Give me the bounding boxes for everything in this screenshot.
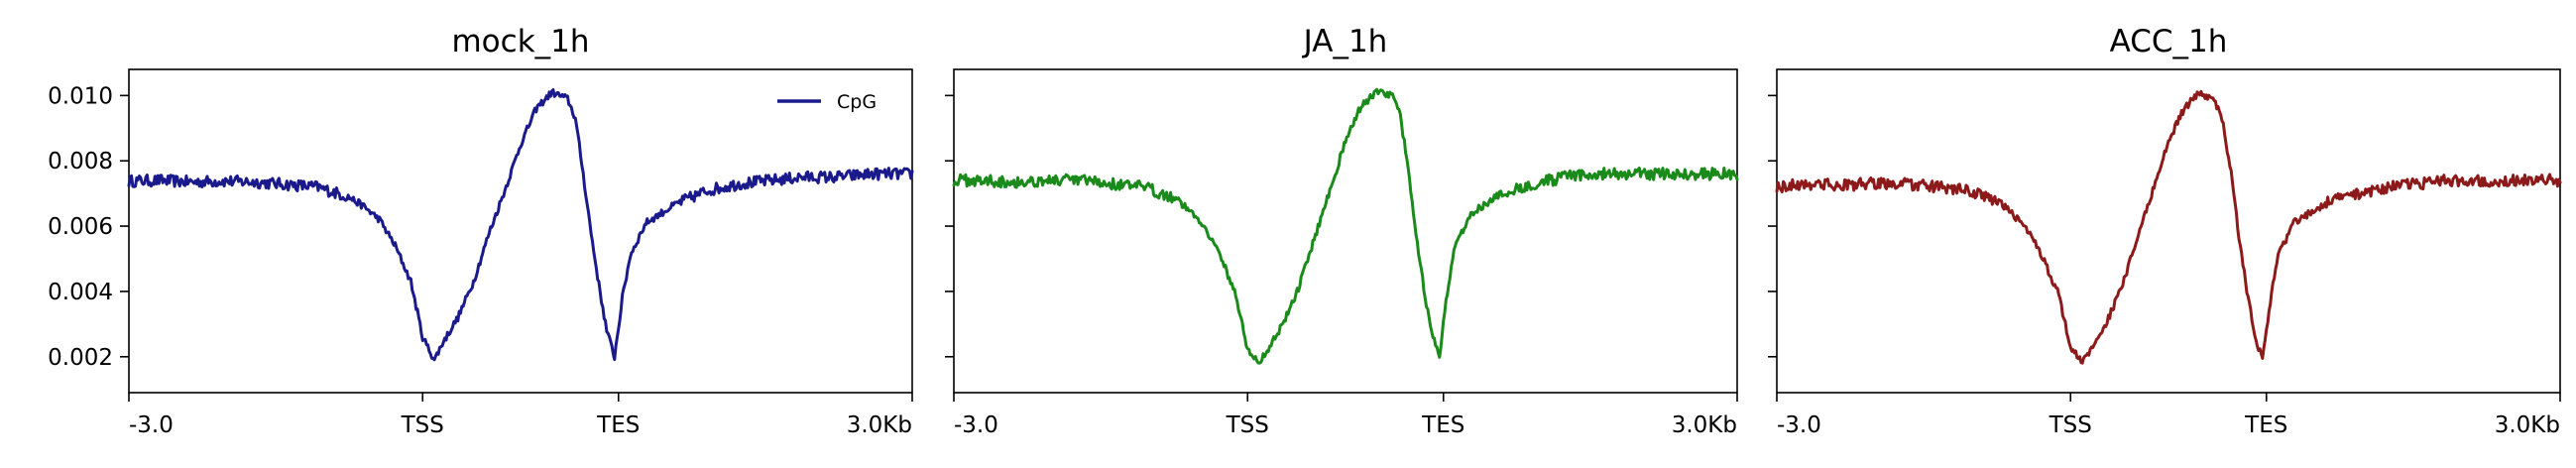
series-line bbox=[952, 87, 1739, 365]
plot-frame bbox=[953, 68, 1738, 394]
y-tick-label: 0.010 bbox=[48, 83, 113, 109]
x-tick-label: 3.0Kb bbox=[847, 412, 912, 438]
x-tick-label: -3.0 bbox=[954, 412, 998, 438]
x-tick-label: TES bbox=[1421, 412, 1464, 438]
plot-frame bbox=[1776, 68, 2561, 394]
x-tick-label: -3.0 bbox=[129, 412, 174, 438]
x-tick-label: -3.0 bbox=[1777, 412, 1821, 438]
y-tick-label: 0.002 bbox=[48, 345, 113, 371]
series-line bbox=[1775, 89, 2562, 365]
panels: mock_1h 0.010 0.008 0.006 0.004 0.002 -3.0 TSS T… bbox=[48, 24, 2562, 438]
series-line bbox=[127, 88, 914, 362]
x-tick-label: TSS bbox=[401, 412, 444, 438]
y-tick-label: 0.004 bbox=[48, 280, 113, 305]
y-tick-label: 0.008 bbox=[48, 149, 113, 175]
plot-frame bbox=[128, 68, 913, 394]
panel-title: mock_1h bbox=[451, 24, 589, 59]
x-tick-label: TSS bbox=[1226, 412, 1269, 438]
y-tick-label: 0.006 bbox=[48, 214, 113, 240]
panel-3: ACC_1h -3.0 TSS TES 3.0Kb bbox=[1768, 24, 2562, 438]
x-tick-label: TES bbox=[2244, 412, 2287, 438]
panel-1: mock_1h 0.010 0.008 0.006 0.004 0.002 -3.0 TSS T… bbox=[48, 24, 914, 438]
legend-label: CpG bbox=[837, 91, 877, 113]
x-tick-label: TSS bbox=[2049, 412, 2092, 438]
x-tick-label: 3.0Kb bbox=[2495, 412, 2560, 438]
x-tick-label: 3.0Kb bbox=[1672, 412, 1737, 438]
panel-title: ACC_1h bbox=[2110, 24, 2228, 59]
panel-2: JA_1h -3.0 TSS TES 3.0Kb bbox=[945, 24, 1739, 438]
panel-title: JA_1h bbox=[1302, 24, 1388, 59]
legend: CpG bbox=[777, 91, 877, 113]
x-tick-label: TES bbox=[596, 412, 640, 438]
